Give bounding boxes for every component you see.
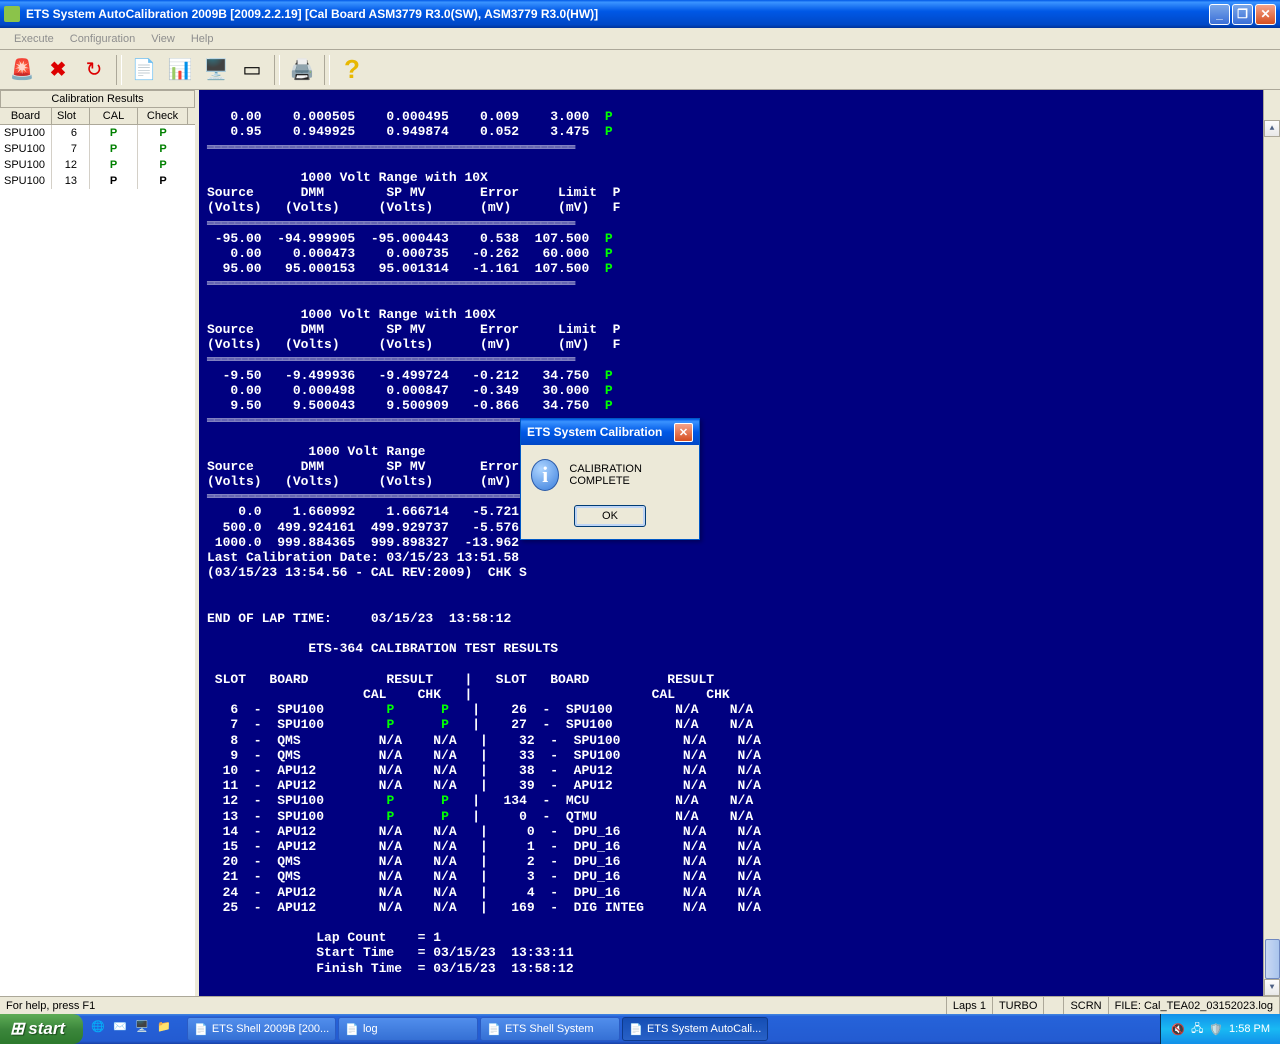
ql-mail-icon[interactable]: ✉️ [113,1020,131,1038]
taskbar-task[interactable]: 📄ETS System AutoCali... [622,1017,768,1041]
taskbar-task[interactable]: 📄ETS Shell 2009B [200... [187,1017,336,1041]
window-title: ETS System AutoCalibration 2009B [2009.2… [26,7,1209,21]
monitor-icon[interactable]: 🖥️ [200,54,232,86]
dialog-message: CALIBRATION COMPLETE [569,463,689,487]
window-titlebar: ETS System AutoCalibration 2009B [2009.2… [0,0,1280,28]
status-turbo: TURBO [993,997,1045,1014]
terminal-output: 0.00 0.000505 0.000495 0.009 3.000 P 0.9… [195,90,1280,996]
maximize-button[interactable]: ❐ [1232,4,1253,25]
system-tray[interactable]: 🔇 🖧 🛡️ 1:58 PM [1160,1014,1280,1044]
toolbar: 🚨 ✖ ↻ 📄 📊 🖥️ ▭ 🖨️ ? [0,50,1280,90]
scroll-up-icon[interactable]: ▲ [1264,120,1280,137]
taskbar-tasks: 📄ETS Shell 2009B [200...📄log📄ETS Shell S… [183,1017,1160,1041]
menu-bar: Execute Configuration View Help [0,28,1280,50]
scroll-down-icon[interactable]: ▼ [1264,979,1280,996]
minimize-button[interactable]: _ [1209,4,1230,25]
quick-launch: 🌐 ✉️ 🖥️ 📁 [83,1020,183,1038]
alarm-icon[interactable]: 🚨 [6,54,38,86]
menu-view[interactable]: View [143,31,183,47]
cancel-icon[interactable]: ✖ [42,54,74,86]
calibration-results-panel: Calibration Results Board Slot CAL Check… [0,90,195,996]
ql-ie-icon[interactable]: 🌐 [91,1020,109,1038]
status-file: FILE: Cal_TEA02_03152023.log [1109,997,1280,1014]
tray-time: 1:58 PM [1229,1023,1270,1035]
tray-icon[interactable]: 🔇 [1171,1023,1185,1036]
ql-desktop-icon[interactable]: 🖥️ [135,1020,153,1038]
scroll-thumb[interactable] [1265,939,1280,979]
table-row[interactable]: SPU10012PP [0,157,195,173]
window-icon[interactable]: ▭ [236,54,268,86]
tray-icon[interactable]: 🛡️ [1209,1023,1223,1036]
help-icon[interactable]: ? [336,54,368,86]
print-icon[interactable]: 🖨️ [286,54,318,86]
refresh-icon[interactable]: ↻ [78,54,110,86]
status-laps: Laps 1 [947,997,993,1014]
menu-execute[interactable]: Execute [6,31,62,47]
sidebar-title: Calibration Results [0,90,195,108]
ql-app-icon[interactable]: 📁 [157,1020,175,1038]
table-row[interactable]: SPU1007PP [0,141,195,157]
dialog-titlebar[interactable]: ETS System Calibration ✕ [521,419,699,445]
table-row[interactable]: SPU10013PP [0,173,195,189]
menu-configuration[interactable]: Configuration [62,31,143,47]
status-bar: For help, press F1 Laps 1 TURBO SCRN FIL… [0,996,1280,1014]
report-icon[interactable]: 📊 [164,54,196,86]
scrollbar[interactable]: ▲ ▼ [1263,90,1280,996]
tray-icon[interactable]: 🖧 [1191,1020,1203,1039]
status-help: For help, press F1 [0,997,947,1014]
taskbar: ⊞start 🌐 ✉️ 🖥️ 📁 📄ETS Shell 2009B [200..… [0,1014,1280,1044]
info-icon: i [531,459,559,491]
dialog-close-button[interactable]: ✕ [674,423,693,442]
document-icon[interactable]: 📄 [128,54,160,86]
start-button[interactable]: ⊞start [0,1014,83,1044]
table-row[interactable]: SPU1006PP [0,125,195,141]
ok-button[interactable]: OK [574,505,646,527]
dialog-title: ETS System Calibration [527,425,674,439]
menu-help[interactable]: Help [183,31,222,47]
calibration-dialog: ETS System Calibration ✕ i CALIBRATION C… [520,418,700,540]
app-icon [4,6,20,22]
sidebar-header: Board Slot CAL Check [0,108,195,125]
status-scrn: SCRN [1064,997,1108,1014]
close-button[interactable]: ✕ [1255,4,1276,25]
taskbar-task[interactable]: 📄log [338,1017,478,1041]
taskbar-task[interactable]: 📄ETS Shell System [480,1017,620,1041]
